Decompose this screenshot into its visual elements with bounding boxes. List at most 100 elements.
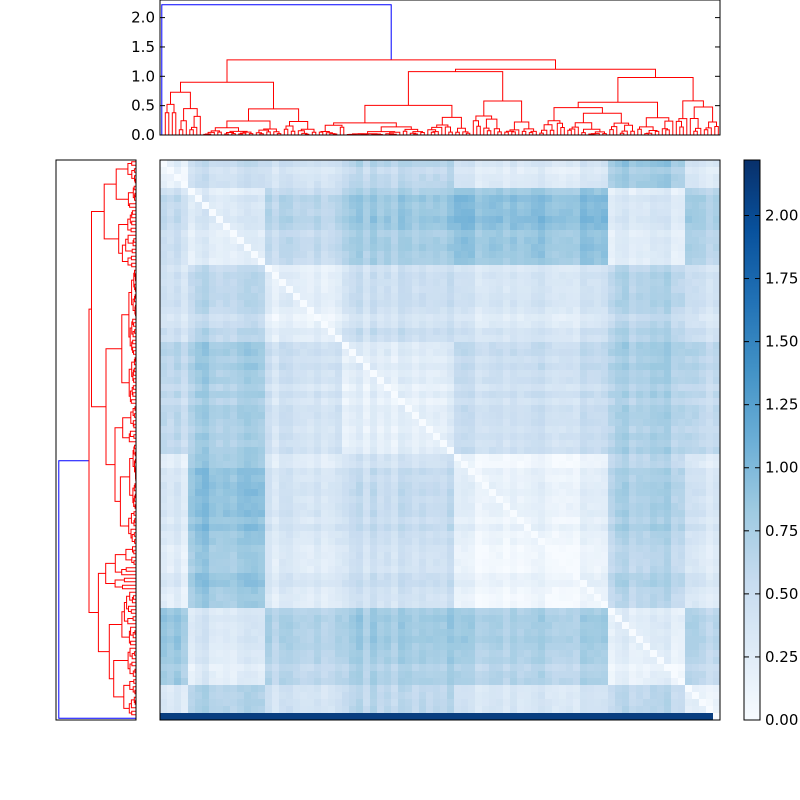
- heatmap-cell: [160, 293, 168, 301]
- left-dendrogram-link: [131, 262, 136, 268]
- heatmap-cell: [265, 342, 273, 350]
- heatmap-cell: [363, 286, 371, 294]
- heatmap-cell: [475, 258, 483, 266]
- heatmap-cell: [391, 251, 399, 259]
- heatmap-cell: [272, 335, 280, 343]
- heatmap-cell: [538, 489, 546, 497]
- heatmap-cell: [370, 454, 378, 462]
- heatmap-cell: [650, 482, 658, 490]
- heatmap-cell: [454, 384, 462, 392]
- heatmap-cell: [279, 342, 287, 350]
- heatmap-cell: [699, 384, 707, 392]
- heatmap-cell: [286, 300, 294, 308]
- heatmap-cell: [671, 545, 679, 553]
- heatmap-cell: [454, 314, 462, 322]
- heatmap-cell: [293, 174, 301, 182]
- heatmap-cell: [244, 447, 252, 455]
- heatmap-cell: [160, 363, 168, 371]
- heatmap-cell: [657, 475, 665, 483]
- heatmap-cell: [454, 286, 462, 294]
- heatmap-cell: [629, 258, 637, 266]
- heatmap-cell: [349, 335, 357, 343]
- heatmap-cell: [433, 216, 441, 224]
- heatmap-cell: [209, 391, 217, 399]
- heatmap-cell: [531, 419, 539, 427]
- heatmap-cell: [209, 503, 217, 511]
- heatmap-cell: [475, 391, 483, 399]
- heatmap-cell: [482, 188, 490, 196]
- heatmap-cell: [405, 384, 413, 392]
- heatmap-cell: [699, 258, 707, 266]
- heatmap-cell: [573, 545, 581, 553]
- heatmap-cell: [657, 377, 665, 385]
- heatmap-cell: [475, 384, 483, 392]
- heatmap-cell: [433, 258, 441, 266]
- heatmap-cell: [531, 335, 539, 343]
- heatmap-cell: [510, 272, 518, 280]
- heatmap-cell: [643, 230, 651, 238]
- heatmap-cell: [433, 349, 441, 357]
- heatmap-cell: [678, 328, 686, 336]
- heatmap-cell: [363, 160, 371, 168]
- heatmap-cell: [545, 195, 553, 203]
- left-dendrogram-link: [129, 681, 134, 690]
- heatmap-cell: [342, 517, 350, 525]
- heatmap-cell: [587, 300, 595, 308]
- heatmap-cell: [475, 314, 483, 322]
- heatmap-cell: [559, 251, 567, 259]
- heatmap-cell: [300, 426, 308, 434]
- heatmap-cell: [510, 244, 518, 252]
- heatmap-cell: [664, 412, 672, 420]
- heatmap-cell: [167, 167, 175, 175]
- heatmap-cell: [461, 293, 469, 301]
- heatmap-cell: [545, 202, 553, 210]
- top-dendrogram-link: [504, 131, 509, 135]
- heatmap-cell: [685, 356, 693, 364]
- heatmap-cell: [587, 370, 595, 378]
- heatmap-cell: [496, 160, 504, 168]
- heatmap-cell: [335, 160, 343, 168]
- heatmap-cell: [447, 265, 455, 273]
- heatmap-cell: [349, 447, 357, 455]
- heatmap-cell: [363, 475, 371, 483]
- left-dendrogram-link: [133, 168, 136, 173]
- heatmap-cell: [377, 258, 385, 266]
- heatmap-cell: [426, 293, 434, 301]
- heatmap-cell: [244, 391, 252, 399]
- heatmap-cell: [328, 503, 336, 511]
- heatmap-cell: [251, 300, 259, 308]
- heatmap-cell: [272, 391, 280, 399]
- heatmap-cell: [594, 349, 602, 357]
- heatmap-cell: [251, 363, 259, 371]
- heatmap-cell: [356, 328, 364, 336]
- heatmap-cell: [342, 160, 350, 168]
- heatmap-cell: [342, 293, 350, 301]
- heatmap-cell: [321, 230, 329, 238]
- heatmap-cell: [202, 195, 210, 203]
- heatmap-cell: [538, 384, 546, 392]
- heatmap-cell: [559, 230, 567, 238]
- heatmap-cell: [608, 538, 616, 546]
- heatmap-cell: [328, 258, 336, 266]
- heatmap-cell: [440, 503, 448, 511]
- heatmap-cell: [552, 216, 560, 224]
- heatmap-cell: [433, 461, 441, 469]
- left-dendrogram-link: [128, 517, 132, 535]
- heatmap-cell: [412, 209, 420, 217]
- heatmap-cell: [405, 517, 413, 525]
- heatmap-cell: [454, 349, 462, 357]
- heatmap-cell: [356, 300, 364, 308]
- heatmap-cell: [160, 531, 168, 539]
- heatmap-cell: [496, 216, 504, 224]
- heatmap-cell: [573, 482, 581, 490]
- heatmap-cell: [559, 538, 567, 546]
- heatmap-cell: [209, 223, 217, 231]
- heatmap-cell: [615, 510, 623, 518]
- heatmap-cell: [629, 349, 637, 357]
- heatmap-cell: [664, 265, 672, 273]
- heatmap-cell: [251, 188, 259, 196]
- heatmap-cell: [615, 447, 623, 455]
- heatmap-cell: [650, 174, 658, 182]
- heatmap-cell: [188, 216, 196, 224]
- heatmap-cell: [538, 545, 546, 553]
